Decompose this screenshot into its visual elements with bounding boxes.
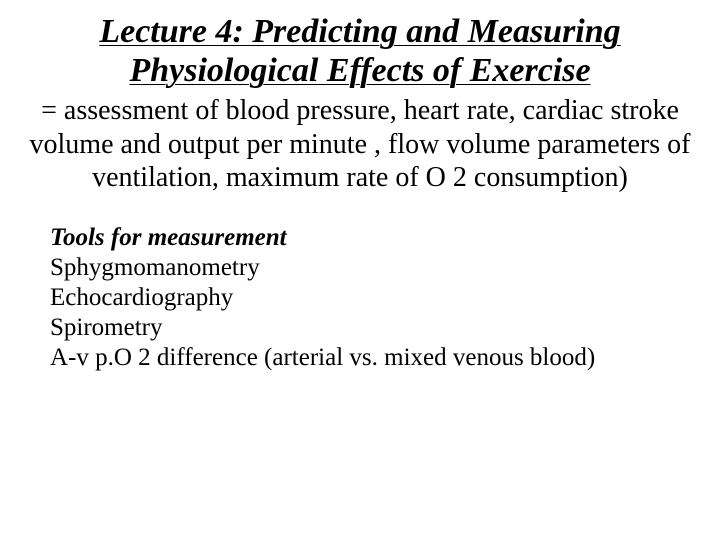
tool-item: Spirometry [50, 313, 702, 343]
tool-item: A-v p.O 2 difference (arterial vs. mixed… [50, 343, 702, 373]
tools-heading: Tools for measurement [50, 223, 702, 253]
lecture-subtitle: = assessment of blood pressure, heart ra… [18, 94, 702, 195]
lecture-title: Lecture 4: Predicting and Measuring Phys… [18, 12, 702, 90]
tools-section: Tools for measurement Sphygmomanometry E… [50, 223, 702, 373]
tool-item: Echocardiography [50, 283, 702, 313]
tool-item: Sphygmomanometry [50, 253, 702, 283]
